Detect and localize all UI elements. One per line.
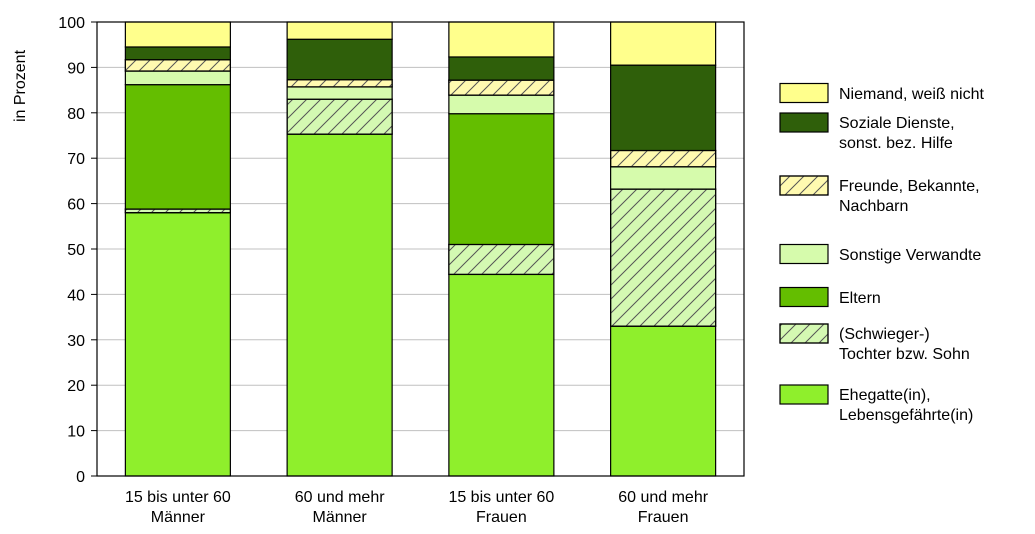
legend-swatch — [779, 82, 829, 104]
x-category-sublabel: Frauen — [476, 509, 527, 526]
bar-segment — [124, 84, 231, 210]
legend-swatch-hatch — [779, 175, 829, 196]
bar-segment-hatch — [610, 149, 717, 168]
x-category-label: 60 und mehr — [618, 489, 709, 506]
y-tick-label: 0 — [76, 469, 85, 486]
legend-swatch-hatch — [779, 323, 829, 344]
legend-label: Eltern — [839, 290, 881, 307]
y-tick-label: 80 — [67, 106, 85, 123]
legend-label: Nachbarn — [839, 198, 908, 215]
bar-segment — [124, 46, 231, 61]
bar-segment — [448, 56, 555, 81]
y-tick-label: 60 — [67, 197, 85, 214]
legend-swatch — [779, 384, 829, 405]
bar-segment — [448, 113, 555, 246]
y-tick-label: 30 — [67, 333, 85, 350]
x-axis-labels: 15 bis unter 60 Männer 60 und mehr Männer 15… — [125, 489, 709, 526]
bar-segment-hatch — [286, 98, 393, 135]
y-tick-label: 70 — [67, 151, 85, 168]
legend-swatch — [779, 243, 829, 265]
legend-swatch — [779, 286, 829, 308]
x-category-sublabel: Männer — [313, 509, 368, 526]
x-category-label: 60 und mehr — [295, 489, 386, 506]
bar-segment — [124, 212, 231, 477]
bar-segment — [448, 94, 555, 115]
bar-segment-hatch — [610, 188, 717, 327]
bar-segment — [286, 86, 393, 100]
legend-item: Soziale Dienste, sonst. bez. Hilfe — [779, 112, 955, 152]
bars — [124, 21, 717, 477]
bar-segment-hatch — [286, 79, 393, 88]
legend-label: Tochter bzw. Sohn — [839, 346, 970, 363]
x-category-label: 15 bis unter 60 — [448, 489, 554, 506]
y-axis-ticks: 0 10 20 30 40 50 60 70 80 90 100 — [58, 15, 97, 486]
bar-segment — [124, 70, 231, 86]
legend: Niemand, weiß nicht Soziale Dienste, sonst… — [779, 82, 985, 424]
legend-item: Eltern — [779, 286, 881, 308]
legend-label: Soziale Dienste, — [839, 115, 955, 132]
bar-segment — [448, 21, 555, 58]
legend-item: Ehegatte(in), Lebensgefährte(in) — [779, 384, 973, 424]
legend-item: Niemand, weiß nicht — [779, 82, 985, 104]
bar-segment — [286, 38, 393, 81]
y-tick-label: 40 — [67, 287, 85, 304]
y-tick-label: 10 — [67, 424, 85, 441]
legend-item: Freunde, Bekannte, Nachbarn — [779, 175, 980, 215]
y-tick-label: 50 — [67, 242, 85, 259]
bar-segment — [610, 166, 717, 190]
bar-segment-hatch — [448, 243, 555, 276]
legend-label: sonst. bez. Hilfe — [839, 135, 953, 152]
legend-label: Niemand, weiß nicht — [839, 86, 985, 103]
legend-label: Ehegatte(in), — [839, 387, 931, 404]
legend-label: Freunde, Bekannte, — [839, 178, 980, 195]
bar-segment — [610, 325, 717, 477]
legend-label: Lebensgefährte(in) — [839, 407, 973, 424]
bar-segment-hatch — [448, 79, 555, 96]
bar-segment — [610, 64, 717, 152]
legend-label: (Schwieger-) — [839, 326, 930, 343]
legend-swatch — [779, 112, 829, 133]
y-tick-label: 100 — [58, 15, 85, 32]
y-tick-label: 90 — [67, 60, 85, 77]
bar-segment — [286, 21, 393, 40]
y-axis-title: in Prozent — [12, 49, 29, 122]
legend-item: Sonstige Verwandte — [779, 243, 981, 265]
x-category-sublabel: Frauen — [638, 509, 689, 526]
bar-segment — [448, 273, 555, 477]
y-tick-label: 20 — [67, 378, 85, 395]
bar-segment — [286, 133, 393, 477]
bar-segment — [124, 21, 231, 48]
bar-segment-hatch — [124, 59, 231, 72]
x-category-sublabel: Männer — [151, 509, 206, 526]
bar-segment — [610, 21, 717, 66]
x-category-label: 15 bis unter 60 — [125, 489, 231, 506]
legend-item: (Schwieger-) Tochter bzw. Sohn — [779, 323, 970, 363]
legend-label: Sonstige Verwandte — [839, 247, 981, 264]
